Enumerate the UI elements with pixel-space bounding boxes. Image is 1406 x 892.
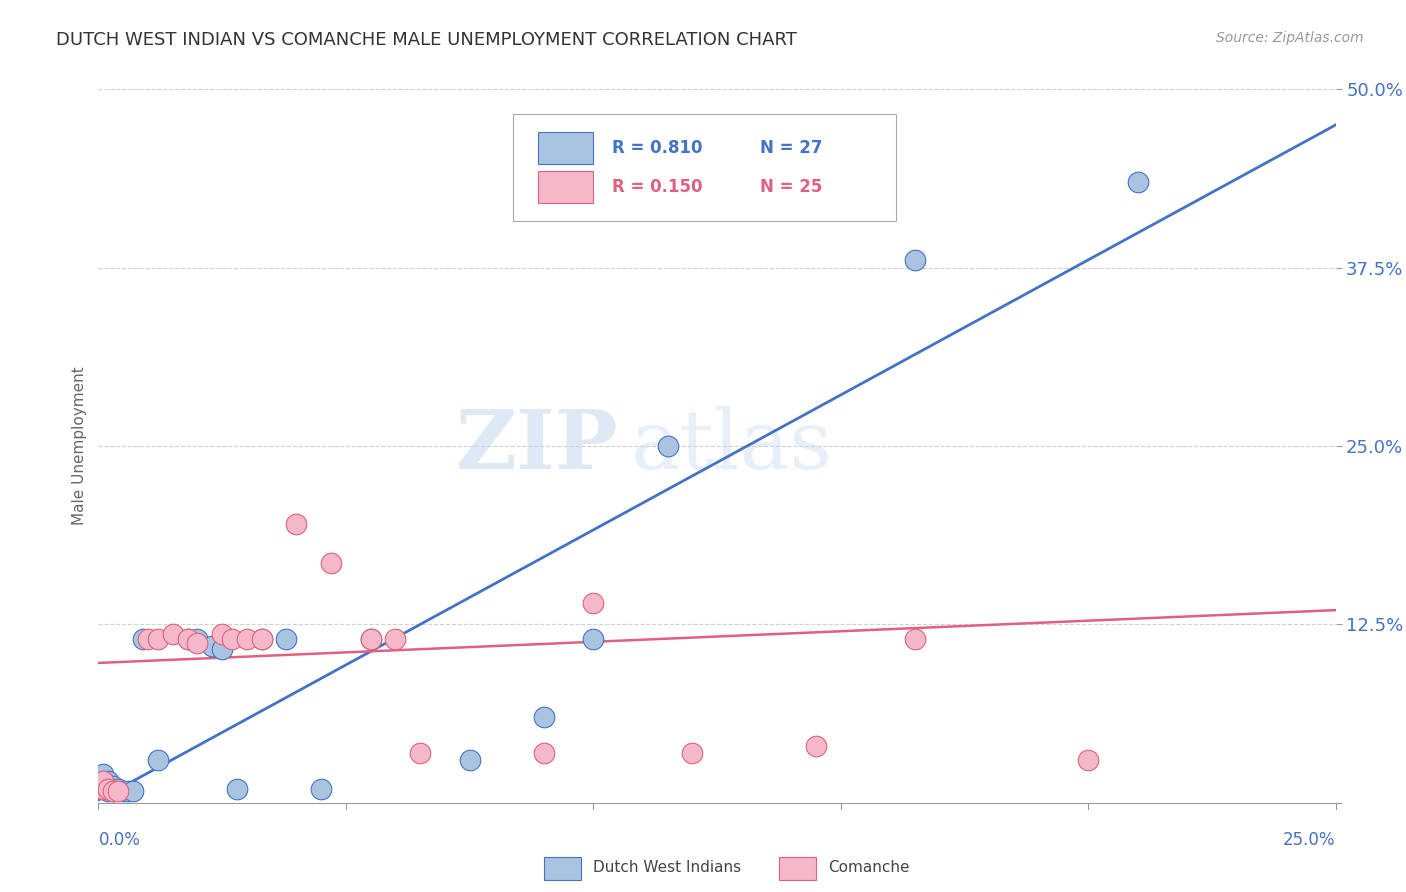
Point [146,753,169,767]
FancyBboxPatch shape [513,114,897,221]
Point [236,632,259,646]
Point [97,774,120,789]
Point [93,774,115,789]
Point [122,784,145,798]
Point [226,781,249,796]
FancyBboxPatch shape [544,857,581,880]
Point [211,641,233,656]
Point [904,632,927,646]
Point [657,439,679,453]
Point [533,746,555,760]
Point [146,632,169,646]
Text: Source: ZipAtlas.com: Source: ZipAtlas.com [1216,31,1364,45]
Point [162,627,184,641]
Point [107,781,129,796]
Point [112,784,135,798]
Point [360,632,382,646]
Point [1126,175,1149,189]
Point [1077,753,1099,767]
Text: R = 0.150: R = 0.150 [612,178,703,196]
Point [93,781,115,796]
Point [360,632,382,646]
Text: N = 25: N = 25 [761,178,823,196]
Point [176,632,198,646]
Point [103,784,125,798]
Text: 25.0%: 25.0% [1284,831,1336,849]
Point [250,632,273,646]
Point [319,556,342,570]
Point [804,739,827,753]
Point [103,784,125,798]
Y-axis label: Male Unemployment: Male Unemployment [72,367,87,525]
FancyBboxPatch shape [537,132,593,164]
FancyBboxPatch shape [537,171,593,203]
Text: Comanche: Comanche [828,860,910,874]
Point [93,781,115,796]
Point [107,784,129,798]
FancyBboxPatch shape [779,857,815,880]
Point [250,632,273,646]
Point [533,710,555,724]
Point [186,632,208,646]
Point [681,746,703,760]
Point [97,784,120,798]
Point [97,781,120,796]
Point [201,639,224,653]
Point [582,596,605,610]
Point [186,636,208,650]
Text: atlas: atlas [630,406,832,486]
Point [276,632,298,646]
Text: Dutch West Indians: Dutch West Indians [593,860,741,874]
Point [221,632,243,646]
Point [93,767,115,781]
Text: ZIP: ZIP [456,406,619,486]
Point [384,632,406,646]
Point [136,632,159,646]
Point [176,632,198,646]
Point [458,753,481,767]
Text: DUTCH WEST INDIAN VS COMANCHE MALE UNEMPLOYMENT CORRELATION CHART: DUTCH WEST INDIAN VS COMANCHE MALE UNEMP… [56,31,797,49]
Text: N = 27: N = 27 [761,139,823,157]
Text: 0.0%: 0.0% [98,831,141,849]
Point [409,746,432,760]
Text: R = 0.810: R = 0.810 [612,139,703,157]
Point [582,632,605,646]
Point [117,784,139,798]
Point [309,781,332,796]
Point [103,779,125,793]
Point [904,253,927,268]
Point [211,627,233,641]
Point [132,632,155,646]
Point [285,517,308,532]
